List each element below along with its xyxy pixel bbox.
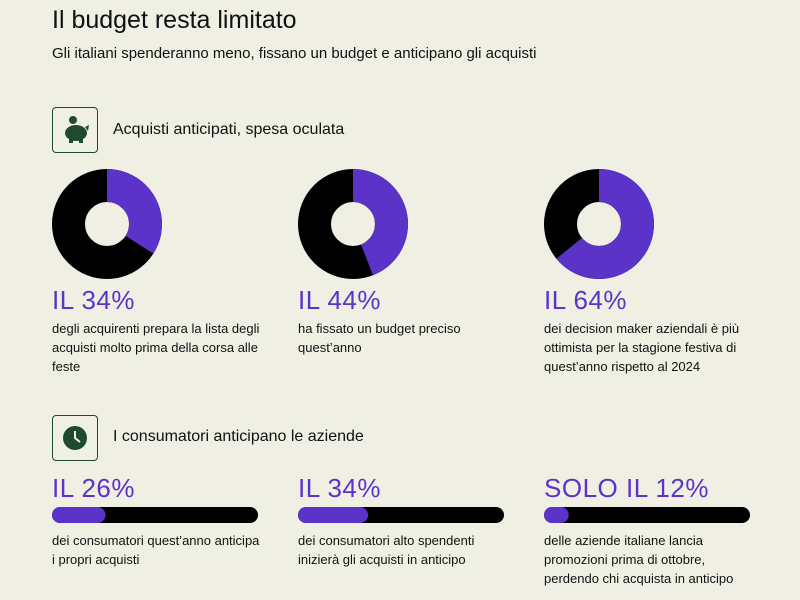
description: delle aziende italiane lancia promozioni… <box>544 533 734 586</box>
description: dei consumatori alto spendenti inizierà … <box>298 533 475 567</box>
value-label: SOLO IL 12% <box>544 473 709 503</box>
progress-bar <box>544 507 569 523</box>
section-heading: Acquisti anticipati, spesa oculata <box>113 121 345 138</box>
value-label: IL 26% <box>52 473 135 503</box>
value-label: IL 34% <box>298 473 381 503</box>
title: Il budget resta limitato <box>52 6 297 34</box>
progress-track <box>544 507 750 523</box>
value-label: IL 34% <box>52 285 135 315</box>
progress-bar <box>298 507 369 523</box>
section-heading: I consumatori anticipano le aziende <box>113 428 364 445</box>
description: degli acquirenti prepara la lista degli … <box>52 321 260 374</box>
progress-bar <box>52 507 106 523</box>
clock-icon <box>52 415 98 461</box>
piggy-icon <box>52 107 98 153</box>
donut-arc <box>52 169 162 279</box>
value-label: IL 64% <box>544 285 627 315</box>
value-label: IL 44% <box>298 285 381 315</box>
description: dei decision maker aziendali è più ottim… <box>544 321 740 374</box>
donut-arc <box>544 169 654 279</box>
subtitle: Gli italiani spenderanno meno, fissano u… <box>52 45 537 62</box>
description: ha fissato un budget preciso quest’anno <box>298 321 461 355</box>
description: dei consumatori quest’anno anticipa i pr… <box>52 533 260 567</box>
donut-arc <box>298 169 408 279</box>
